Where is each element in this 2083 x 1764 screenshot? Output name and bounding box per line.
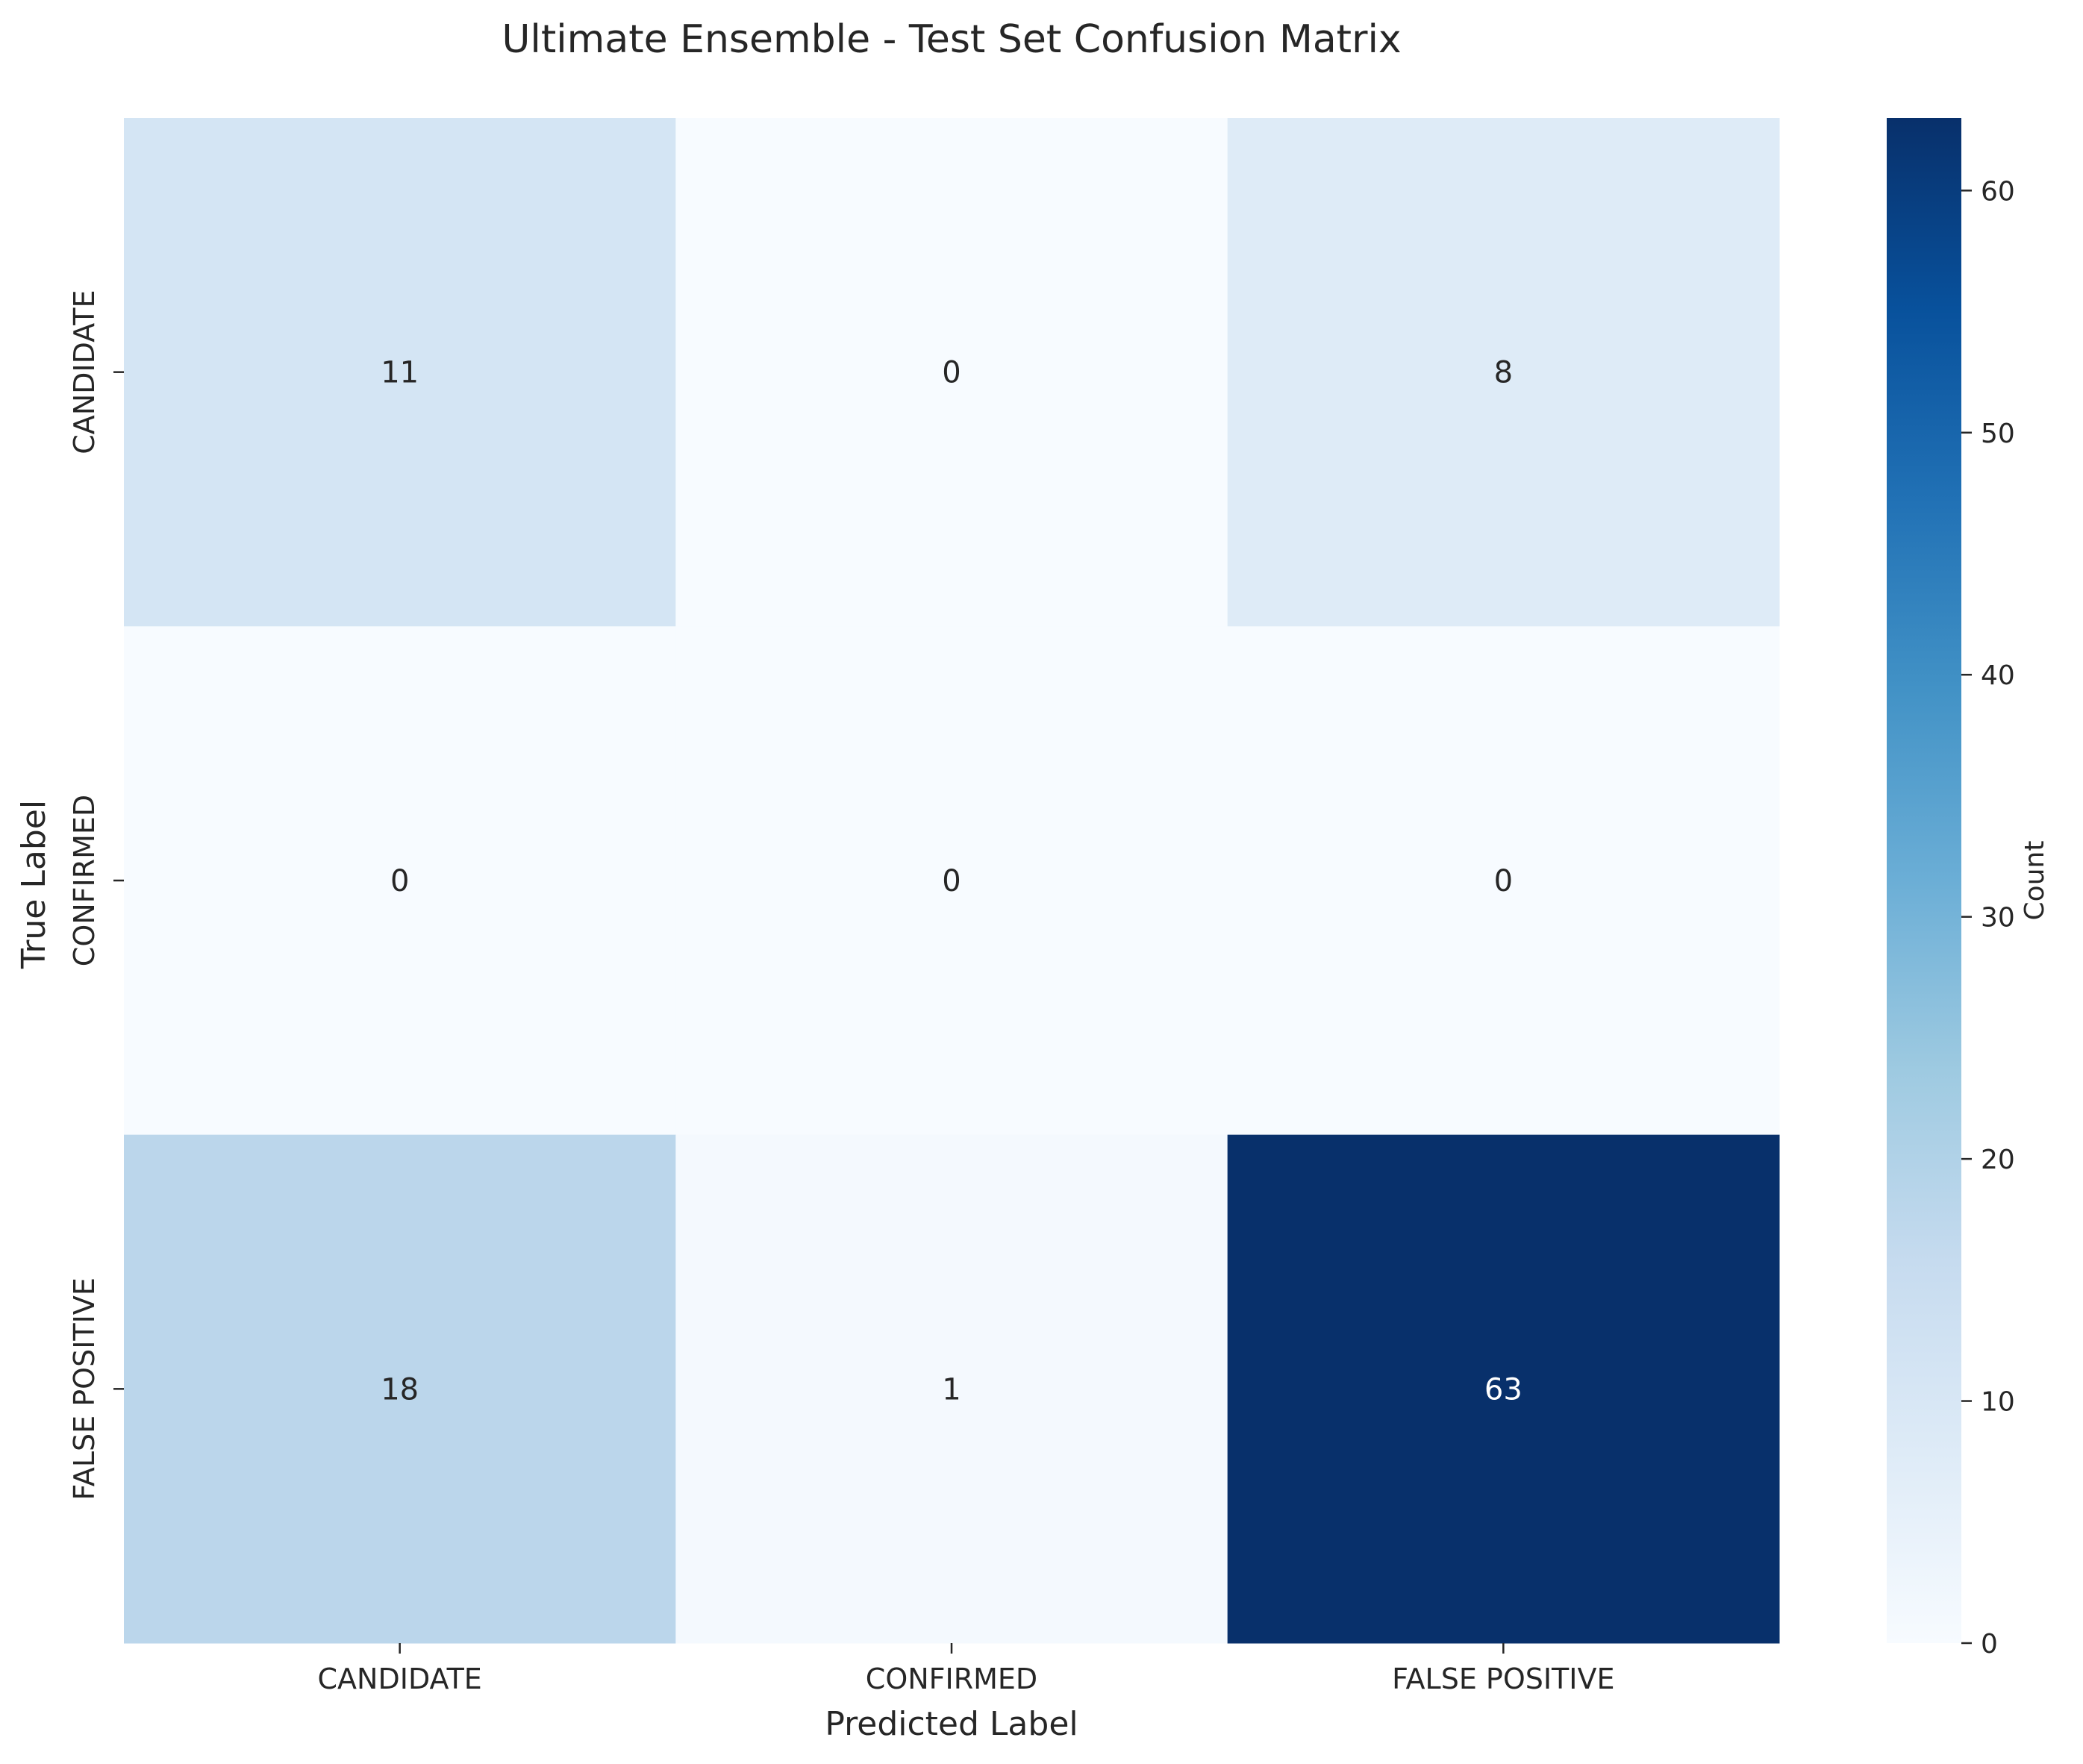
x-axis-label: Predicted Label [825,1705,1078,1743]
heatmap-cell [124,626,676,1136]
y-tick-label: FALSE POSITIVE [68,1277,101,1500]
colorbar: 0 10 20 30 40 50 60 Count [1887,118,2050,1660]
colorbar-tick-label: 20 [1981,1145,2015,1175]
cell-value-label: 0 [1494,864,1513,898]
heatmap-cell [675,1134,1228,1644]
x-axis: CANDIDATE CONFIRMED FALSE POSITIVE [318,1643,1614,1695]
cell-annotations: 11 0 8 0 0 0 18 1 63 [381,356,1523,1407]
cell-value-label: 1 [942,1372,961,1407]
y-axis: CANDIDATE CONFIRMED FALSE POSITIVE [68,290,124,1500]
colorbar-label: Count [2020,841,2050,921]
heatmap-cell [1227,1134,1780,1644]
x-tick-label: CONFIRMED [866,1663,1037,1695]
colorbar-tick-label: 10 [1981,1387,2015,1418]
heatmap-cell [124,118,676,627]
colorbar-tick-label: 30 [1981,903,2015,933]
cell-value-label: 18 [381,1372,419,1407]
colorbar-tick-label: 40 [1981,660,2015,691]
y-axis-label: True Label [15,800,53,969]
colorbar-tick-label: 0 [1981,1629,1998,1660]
heatmap-cell [1227,118,1780,627]
x-tick-label: CANDIDATE [318,1663,482,1695]
chart-title: Ultimate Ensemble - Test Set Confusion M… [502,17,1401,62]
colorbar-ticks: 0 10 20 30 40 50 60 [1961,176,2015,1660]
colorbar-gradient [1887,118,1961,1643]
y-tick-label: CANDIDATE [68,290,101,454]
heatmap-cell [1227,626,1780,1136]
y-tick-label: CONFIRMED [68,795,101,966]
heatmap-cells [124,118,1780,1644]
cell-value-label: 8 [1494,356,1513,390]
cell-value-label: 0 [390,864,409,898]
heatmap-cell [675,118,1228,627]
cell-value-label: 0 [942,356,961,390]
colorbar-tick-label: 50 [1981,419,2015,449]
cell-value-label: 0 [942,864,961,898]
heatmap-cell [675,626,1228,1136]
x-tick-label: FALSE POSITIVE [1392,1663,1614,1695]
colorbar-tick-label: 60 [1981,176,2015,207]
cell-value-label: 11 [381,356,419,390]
heatmap-cell [124,1134,676,1644]
cell-value-label: 63 [1484,1372,1523,1407]
